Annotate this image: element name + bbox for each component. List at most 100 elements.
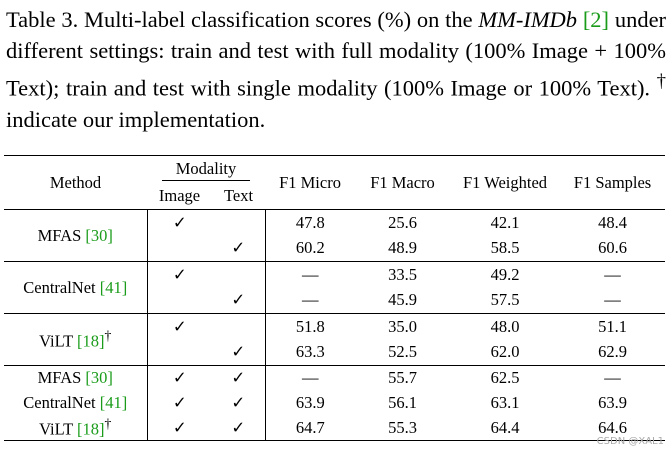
header-cell: F1 Macro (370, 172, 435, 192)
score-cell: 47.8 (295, 212, 325, 232)
table-row: CentralNet [41] ✓ ✓ 63.9 56.1 63.1 63.9 (4, 390, 665, 416)
score-cell: 35.0 (388, 316, 417, 336)
row-group: MFAS [30] ✓ 47.8 25.6 42.1 48.4 ✓ 60.2 48.9 58.5 6… (4, 209, 665, 262)
table-row: ViLT [18]† ✓ ✓ 64.7 55.3 64.4 64.6 (4, 415, 665, 441)
row-group: CentralNet [41] ✓ — 33.5 49.2 — ✓ — 45.9 57.5 — (4, 261, 665, 314)
header-cell: F1 Weighted (462, 172, 548, 192)
check-cell: ✓ (147, 210, 212, 236)
score-cell: — (302, 290, 319, 310)
dagger: † (104, 327, 112, 343)
method-cell: ViLT [18]† (4, 415, 148, 441)
table-row: ✓ 63.3 52.5 62.0 62.9 (4, 339, 665, 366)
table-row: CentralNet [41] ✓ — 33.5 49.2 — (4, 261, 665, 314)
score-cell: 33.5 (388, 264, 417, 284)
checkmark: ✓ (231, 290, 246, 310)
score-cell: 48.0 (490, 316, 520, 336)
citation: [2] (582, 7, 610, 32)
checkmark: ✓ (172, 368, 187, 388)
score-cell: 57.5 (490, 290, 520, 310)
row-group: ViLT [18]† ✓ 51.8 35.0 48.0 51.1 ✓ 63.3 52.5 62.0… (4, 313, 665, 366)
check-cell: ✓ (147, 391, 212, 416)
score-cell: 42.1 (490, 212, 520, 232)
checkmark: ✓ (231, 342, 246, 362)
score-cell: — (302, 368, 319, 388)
method-cell: MFAS [30] (4, 209, 148, 262)
score-cell: 64.7 (295, 417, 325, 437)
method-name: MFAS (37, 368, 82, 388)
score-cell: 45.9 (388, 290, 417, 310)
score-cell: 48.4 (598, 212, 627, 232)
score-cell: 52.5 (388, 342, 417, 362)
dagger: † (656, 71, 666, 92)
dagger: † (104, 416, 112, 431)
score-cell: 48.9 (388, 238, 417, 258)
score-cell: 60.2 (295, 238, 325, 258)
score-cell: 49.2 (490, 264, 520, 284)
table-row: ✓ 60.2 48.9 58.5 60.6 (4, 235, 665, 262)
checkmark: ✓ (172, 316, 187, 336)
caption: Table 3. Multi-label classification scor… (6, 4, 666, 135)
score-cell: — (302, 264, 319, 284)
check-cell (147, 340, 212, 366)
checkmark: ✓ (231, 238, 246, 258)
score-cell: 55.7 (388, 368, 417, 388)
check-cell: ✓ (212, 339, 266, 366)
check-cell: ✓ (147, 314, 212, 340)
check-cell: ✓ (212, 415, 266, 441)
citation: [41] (99, 277, 128, 297)
header-cell: Text (223, 185, 254, 205)
caption-note: indicate our implementation. (6, 106, 266, 132)
method-cell: CentralNet [41] (4, 390, 148, 416)
citation: [18] (77, 419, 105, 439)
check-cell: ✓ (147, 416, 212, 441)
watermark: CSDN @XAL1 (596, 436, 664, 447)
checkmark: ✓ (172, 264, 187, 284)
header-cell: F1 Micro (279, 172, 341, 192)
method-name: CentralNet (23, 393, 96, 412)
table-row: MFAS [30] ✓ 47.8 25.6 42.1 48.4 (4, 209, 665, 262)
check-cell: ✓ (212, 365, 266, 391)
checkmark: ✓ (172, 393, 187, 412)
score-cell: — (604, 264, 621, 284)
score-cell: 62.5 (490, 368, 520, 388)
check-cell: ✓ (147, 262, 212, 288)
citation: [30] (85, 225, 113, 245)
score-cell: 51.1 (598, 316, 627, 336)
method-cell: MFAS [30] (4, 365, 148, 391)
checkmark: ✓ (172, 417, 187, 437)
score-cell: 58.5 (490, 238, 520, 258)
score-cell: 62.9 (598, 342, 627, 362)
header-row: Image Text (4, 183, 665, 210)
caption-text: Multi-label classification scores (%) on… (84, 7, 473, 32)
check-cell: ✓ (147, 366, 212, 391)
check-cell (212, 209, 266, 236)
checkmark: ✓ (231, 393, 246, 412)
dataset-name: MM-IMDb (478, 7, 578, 32)
check-cell (147, 288, 212, 314)
table-row: ✓ — 45.9 57.5 — (4, 287, 665, 314)
check-cell: ✓ (212, 390, 266, 416)
row-group: MFAS [30] ✓ ✓ — 55.7 62.5 — CentralNet [41] ✓ ✓ 63… (4, 365, 665, 441)
score-cell: 64.4 (490, 417, 520, 437)
score-cell: 51.8 (295, 316, 325, 336)
score-cell: 62.0 (490, 342, 520, 362)
header-cell: Image (158, 185, 201, 205)
score-cell: — (604, 290, 621, 310)
header-cell: Method (49, 172, 102, 192)
score-cell: — (604, 368, 621, 388)
score-cell: 60.6 (598, 238, 627, 258)
method-cell: CentralNet [41] (4, 261, 148, 314)
score-cell: 63.1 (490, 393, 520, 412)
results-table: Method Modality F1 Micro F1 Macro F1 Weighte… (4, 155, 665, 441)
table-row: ViLT [18]† ✓ 51.8 35.0 48.0 51.1 (4, 313, 665, 366)
checkmark: ✓ (231, 368, 246, 388)
method-name: CentralNet (23, 277, 96, 297)
check-cell (212, 313, 266, 340)
method-cell: ViLT [18]† (4, 313, 148, 366)
citation: [41] (99, 393, 128, 412)
method-name: ViLT (39, 331, 73, 351)
header-row: Method Modality F1 Micro F1 Macro F1 Weighte… (4, 156, 665, 192)
caption-label: Table 3. (6, 7, 79, 32)
score-cell: 25.6 (388, 212, 417, 232)
